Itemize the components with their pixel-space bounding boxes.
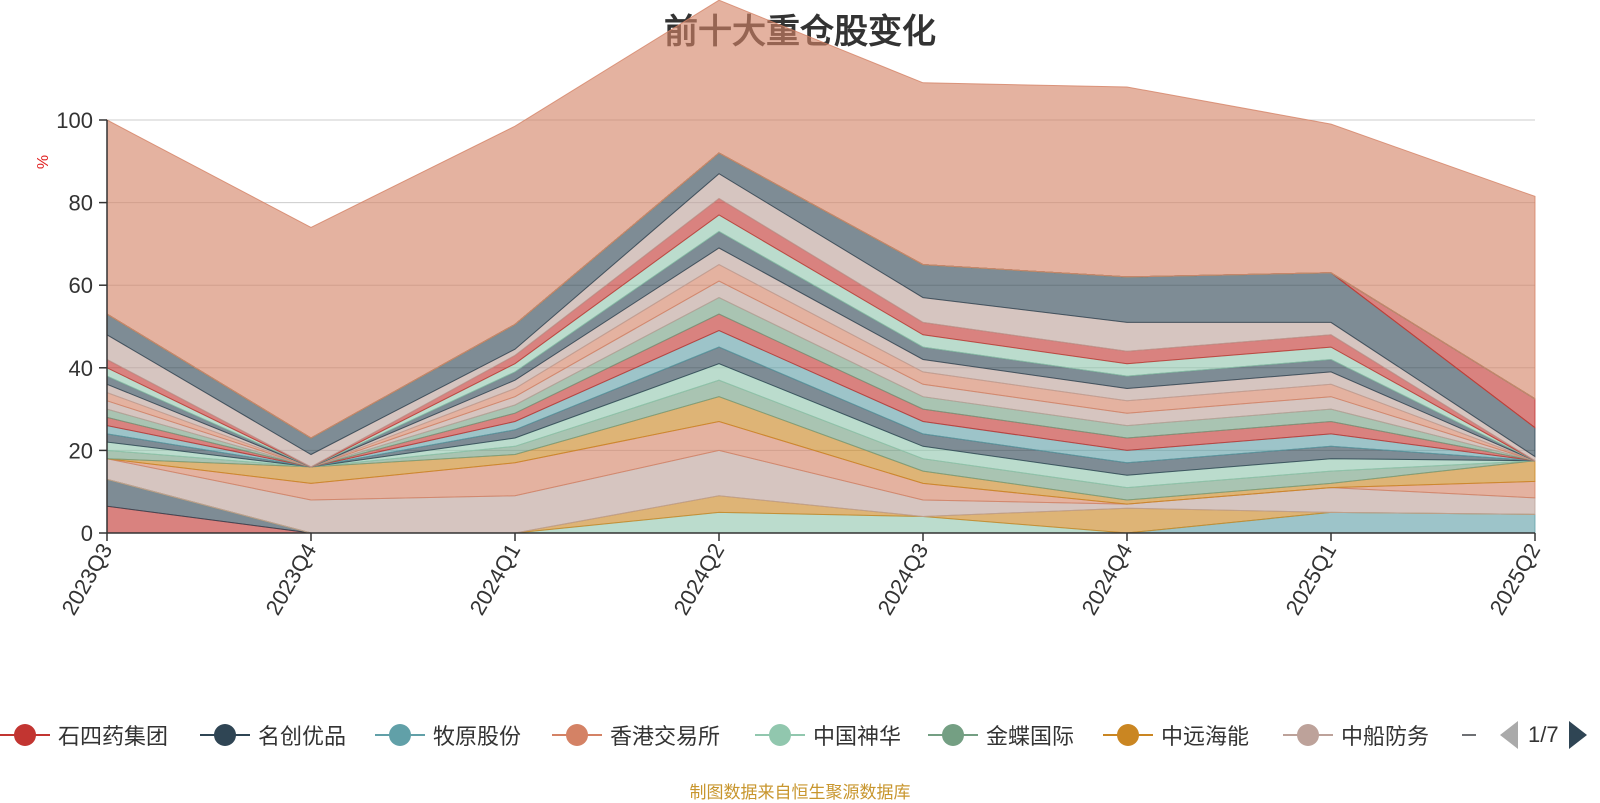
legend-pager: 1/7 — [1500, 715, 1587, 755]
legend-item-0[interactable]: 石四药集团 — [0, 715, 168, 755]
legend-swatch-icon — [755, 720, 805, 750]
legend-swatch-icon — [1462, 720, 1476, 750]
x-tick-label-0: 2023Q3 — [57, 539, 118, 619]
pager-prev-icon[interactable] — [1500, 721, 1518, 749]
legend-item-1[interactable]: 名创优品 — [200, 715, 346, 755]
y-tick-label-5: 100 — [56, 108, 93, 133]
area-series-35[interactable] — [106, 0, 1536, 439]
legend-item-peek — [1462, 715, 1484, 755]
legend-label: 名创优品 — [258, 724, 347, 749]
legend-item-6[interactable]: 中远海能 — [1103, 715, 1249, 755]
pager-next-icon[interactable] — [1568, 721, 1587, 749]
legend-label: 中国神华 — [813, 724, 902, 749]
legend-swatch-icon — [0, 720, 50, 750]
area-chart: 0 20 40 60 80 100 2023Q3 2023Q4 2024Q1 2024Q2 2024… — [35, 0, 1546, 619]
y-tick-label-4: 80 — [69, 191, 93, 216]
x-tick-label-5: 2024Q4 — [1077, 539, 1138, 619]
legend-label: 中远海能 — [1161, 724, 1250, 749]
y-axis-unit: % — [35, 155, 52, 169]
x-tick-label-3: 2024Q2 — [669, 539, 730, 619]
x-tick-label-6: 2025Q1 — [1281, 539, 1342, 619]
legend: 石四药集团 名创优品 牧原股份 香港交易所 中国神华 金蝶国际 中远海能 中船防务 1/7 — [0, 715, 1600, 755]
y-tick-label-2: 40 — [69, 356, 93, 381]
legend-label: 中船防务 — [1341, 724, 1430, 749]
y-tick-label-0: 0 — [81, 521, 93, 546]
legend-swatch-icon — [1103, 720, 1153, 750]
area-series-group — [106, 0, 1536, 534]
legend-swatch-icon — [928, 720, 978, 750]
legend-item-3[interactable]: 香港交易所 — [552, 715, 720, 755]
legend-swatch-icon — [1283, 720, 1333, 750]
x-tick-label-7: 2025Q2 — [1485, 539, 1546, 619]
legend-swatch-icon — [552, 720, 602, 750]
y-tick-label-1: 20 — [69, 438, 93, 463]
source-note: 制图数据来自恒生聚源数据库 — [689, 783, 911, 802]
legend-label: 石四药集团 — [58, 724, 169, 749]
legend-item-7[interactable]: 中船防务 — [1283, 715, 1429, 755]
legend-item-4[interactable]: 中国神华 — [755, 715, 901, 755]
x-tick-label-4: 2024Q3 — [873, 539, 934, 619]
legend-swatch-icon — [375, 720, 425, 750]
legend-item-2[interactable]: 牧原股份 — [375, 715, 521, 755]
x-tick-label-1: 2023Q4 — [261, 539, 322, 619]
legend-label: 香港交易所 — [610, 724, 721, 749]
legend-item-5[interactable]: 金蝶国际 — [928, 715, 1074, 755]
legend-swatch-icon — [200, 720, 250, 750]
legend-label: 牧原股份 — [433, 724, 522, 749]
x-tick-label-2: 2024Q1 — [465, 539, 526, 619]
legend-label: 金蝶国际 — [986, 724, 1075, 749]
pager-text: 1/7 — [1528, 722, 1559, 747]
y-tick-label-3: 60 — [69, 273, 93, 298]
